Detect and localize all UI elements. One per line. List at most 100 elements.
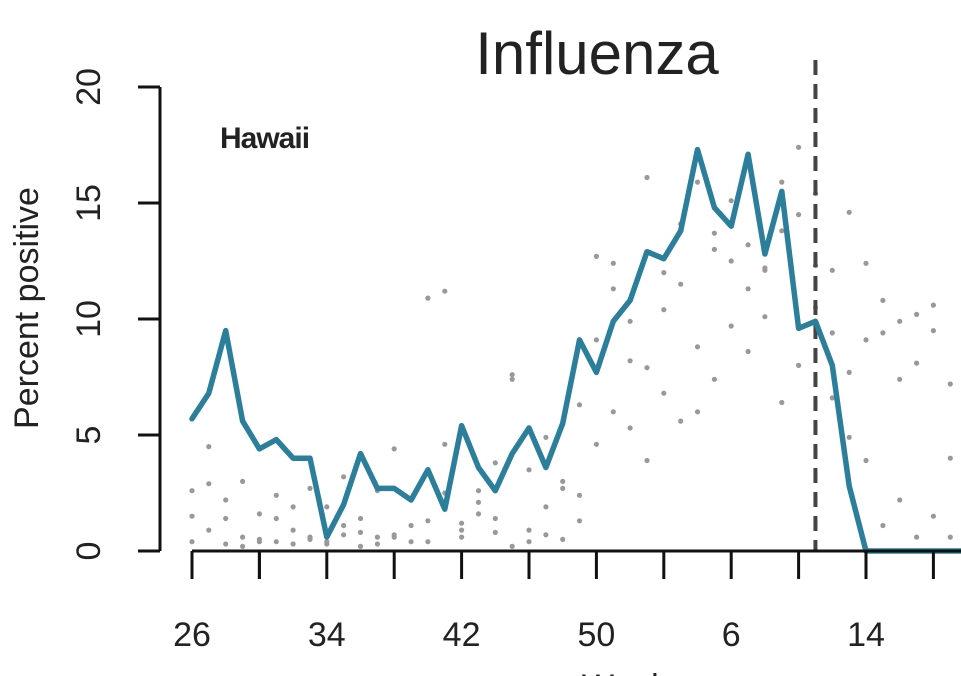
x-tick-label: 34 xyxy=(308,616,346,654)
data-point xyxy=(863,457,869,464)
data-point xyxy=(240,534,246,540)
data-point xyxy=(829,395,835,401)
data-point xyxy=(661,307,667,313)
data-point xyxy=(897,318,903,324)
data-point xyxy=(711,376,718,382)
data-point xyxy=(543,434,549,440)
x-tick-label: 14 xyxy=(847,616,885,654)
data-point xyxy=(475,499,482,505)
data-point xyxy=(930,513,937,519)
data-point xyxy=(846,434,852,440)
data-point xyxy=(796,212,802,218)
data-point xyxy=(408,539,414,545)
data-point xyxy=(391,446,397,452)
data-point xyxy=(880,522,886,529)
data-point xyxy=(560,478,566,484)
data-point xyxy=(897,376,903,382)
data-point xyxy=(711,230,718,236)
data-point xyxy=(745,242,751,248)
data-point xyxy=(290,504,296,510)
data-point xyxy=(678,418,684,424)
data-point xyxy=(256,511,262,517)
data-point xyxy=(206,444,212,450)
data-point xyxy=(240,543,246,550)
data-point xyxy=(290,527,296,533)
data-point xyxy=(189,513,195,519)
data-point xyxy=(796,362,802,368)
data-point xyxy=(846,209,852,215)
data-point xyxy=(560,485,566,491)
data-point xyxy=(290,541,296,547)
data-point xyxy=(341,474,347,480)
data-point xyxy=(593,441,600,447)
data-point xyxy=(678,281,684,287)
data-point xyxy=(307,534,313,540)
data-point xyxy=(947,381,953,387)
data-point xyxy=(391,532,397,538)
axes: 0 5 10 15 20 26 34 42 50 6 14 xyxy=(70,68,961,654)
data-point xyxy=(745,348,751,355)
data-point xyxy=(728,198,734,204)
y-tick-label: 15 xyxy=(70,184,108,222)
data-point xyxy=(694,344,701,350)
data-point xyxy=(425,539,431,545)
data-point xyxy=(273,492,279,498)
data-point xyxy=(930,302,937,308)
data-point xyxy=(324,504,330,510)
data-point xyxy=(779,179,785,185)
data-point xyxy=(644,365,650,371)
data-point xyxy=(863,337,869,343)
y-tick-label: 20 xyxy=(70,68,108,106)
data-point xyxy=(442,441,448,447)
data-point xyxy=(880,330,886,336)
data-point xyxy=(576,402,583,408)
data-point xyxy=(762,314,768,320)
data-point xyxy=(947,534,953,540)
data-point xyxy=(728,258,734,264)
data-point xyxy=(779,399,785,406)
data-point xyxy=(189,539,195,545)
x-tick-label: 50 xyxy=(577,616,615,654)
data-point xyxy=(947,455,953,461)
data-point xyxy=(307,485,313,491)
data-point xyxy=(273,539,279,545)
data-point xyxy=(576,492,583,498)
x-axis-label: Week xyxy=(582,668,669,676)
y-axis-label: Percent positive xyxy=(8,187,46,429)
data-point xyxy=(374,534,380,540)
chart-title: Influenza xyxy=(475,20,719,87)
data-point xyxy=(509,372,515,378)
data-point xyxy=(846,369,852,375)
data-point xyxy=(762,267,768,273)
data-point xyxy=(324,541,330,547)
data-point xyxy=(357,529,364,536)
data-point xyxy=(644,174,650,181)
data-point xyxy=(610,260,616,266)
data-point xyxy=(425,518,431,524)
data-point xyxy=(644,457,650,464)
data-point xyxy=(240,478,246,484)
data-point xyxy=(914,311,920,317)
data-point xyxy=(256,536,262,543)
data-point xyxy=(526,527,532,533)
data-point xyxy=(745,286,751,292)
data-point xyxy=(442,288,448,294)
data-point xyxy=(796,144,802,150)
data-point xyxy=(425,295,431,301)
data-point xyxy=(829,330,835,336)
data-point xyxy=(576,518,583,524)
data-point xyxy=(459,534,465,540)
data-point xyxy=(341,522,347,529)
data-point xyxy=(509,376,515,382)
data-point xyxy=(223,541,229,547)
data-point xyxy=(610,409,616,415)
data-point xyxy=(475,511,482,517)
data-point xyxy=(459,520,465,526)
series-line-layer xyxy=(189,146,961,554)
data-point xyxy=(593,337,600,343)
y-tick-label: 0 xyxy=(70,542,108,561)
region-annotation: Hawaii xyxy=(220,122,309,155)
data-point xyxy=(357,515,364,522)
data-point xyxy=(526,467,532,473)
